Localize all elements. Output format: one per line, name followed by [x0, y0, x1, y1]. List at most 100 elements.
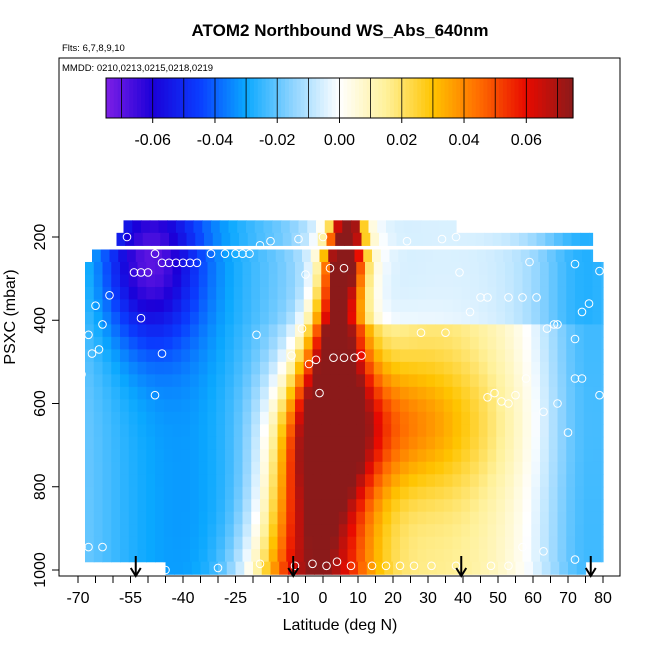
heatmap-cell: [312, 261, 322, 276]
colorbar-segment: [137, 78, 142, 118]
heatmap-cell: [319, 249, 329, 263]
heatmap-cell: [111, 361, 121, 375]
heatmap-cell: [592, 399, 602, 413]
heatmap-cell: [128, 424, 139, 438]
heatmap-cell: [295, 474, 305, 488]
heatmap-cell: [163, 449, 174, 463]
heatmap-cell: [408, 399, 419, 413]
heatmap-cell: [426, 499, 436, 513]
heatmap-cell: [373, 299, 384, 313]
heatmap-cell: [163, 399, 174, 413]
heatmap-cell: [102, 536, 112, 550]
heatmap-cell: [190, 474, 200, 488]
heatmap-cell: [163, 474, 174, 488]
heatmap-cell: [592, 274, 602, 288]
heatmap-cell: [592, 299, 602, 313]
heatmap-cell: [198, 436, 209, 450]
heatmap-cell: [426, 474, 436, 488]
heatmap-cell: [233, 486, 244, 500]
colorbar-segment: [242, 78, 247, 118]
heatmap-cell: [426, 311, 436, 326]
heatmap-cell: [373, 449, 384, 463]
colorbar-segment: [397, 78, 403, 118]
heatmap-cell: [426, 361, 436, 375]
heatmap-cell: [540, 349, 550, 363]
heatmap-cell: [184, 220, 195, 234]
colorbar-segment: [195, 78, 200, 118]
heatmap-cell: [132, 220, 142, 234]
heatmap-cell: [391, 461, 401, 475]
heatmap-cell: [557, 311, 567, 326]
heatmap-cell: [433, 249, 443, 263]
heatmap-cell: [391, 511, 401, 525]
heatmap-cell: [268, 261, 279, 276]
heatmap-cell: [564, 249, 574, 263]
heatmap-cell: [207, 486, 217, 500]
heatmap-cell: [461, 536, 471, 550]
heatmap-cell: [120, 374, 130, 388]
heatmap-cell: [263, 220, 273, 234]
sample-point: [416, 328, 426, 338]
heatmap-cell: [389, 249, 399, 263]
heatmap-cell: [513, 524, 524, 538]
heatmap-cell: [242, 411, 252, 425]
sample-point: [570, 555, 580, 564]
heatmap-cell: [174, 561, 184, 575]
heatmap-row: [85, 324, 604, 338]
heatmap-cell: [408, 436, 419, 450]
heatmap-cell: [268, 274, 279, 288]
heatmap-cell: [128, 499, 139, 513]
heatmap-cell: [452, 374, 462, 388]
heatmap-cell: [93, 286, 104, 301]
heatmap-cell: [461, 299, 471, 313]
heatmap-cell: [277, 436, 287, 450]
heatmap-cell: [487, 486, 497, 500]
heatmap-cell: [207, 311, 217, 326]
heatmap-cell: [93, 536, 104, 550]
heatmap-cell: [373, 324, 384, 338]
heatmap-cell: [522, 349, 532, 363]
heatmap-cell: [492, 232, 503, 246]
heatmap-cell: [233, 349, 244, 363]
sample-point: [77, 542, 86, 552]
heatmap-cell: [93, 386, 104, 400]
heatmap-cell: [347, 286, 357, 301]
heatmap-cell: [347, 411, 357, 425]
heatmap-cell: [566, 299, 576, 313]
heatmap-cell: [566, 511, 576, 525]
heatmap-cell: [207, 286, 217, 301]
sample-point: [570, 374, 580, 383]
heatmap-cell: [190, 299, 200, 313]
colorbar-segment: [249, 78, 255, 118]
heatmap-cell: [470, 274, 480, 288]
heatmap-cell: [487, 524, 497, 538]
heatmap-cell: [417, 261, 427, 276]
heatmap-cell: [531, 486, 541, 500]
heatmap-cell: [338, 374, 349, 388]
colorbar-segment: [156, 78, 162, 118]
heatmap-cell: [338, 549, 349, 563]
heatmap-cell: [216, 361, 226, 375]
heatmap-cell: [400, 424, 410, 438]
heatmap-cell: [478, 311, 489, 326]
heatmap-cell: [470, 374, 480, 388]
heatmap-cell: [452, 511, 462, 525]
heatmap-cell: [190, 411, 200, 425]
heatmap-cell: [321, 499, 331, 513]
heatmap-cell: [487, 449, 497, 463]
heatmap-cell: [216, 286, 226, 301]
heatmap-cell: [330, 424, 340, 438]
sample-point: [427, 561, 436, 571]
heatmap-cell: [443, 524, 454, 538]
heatmap-cell: [260, 461, 270, 475]
heatmap-cell: [312, 524, 322, 538]
heatmap-cell: [211, 220, 221, 234]
heatmap-cell: [221, 232, 231, 246]
colorbar-segment: [211, 78, 216, 118]
heatmap-cell: [601, 411, 604, 425]
heatmap-cell: [172, 349, 182, 363]
heatmap-cell: [365, 461, 375, 475]
heatmap-cell: [470, 261, 480, 276]
heatmap-cell: [330, 361, 340, 375]
heatmap-cell: [190, 361, 200, 375]
